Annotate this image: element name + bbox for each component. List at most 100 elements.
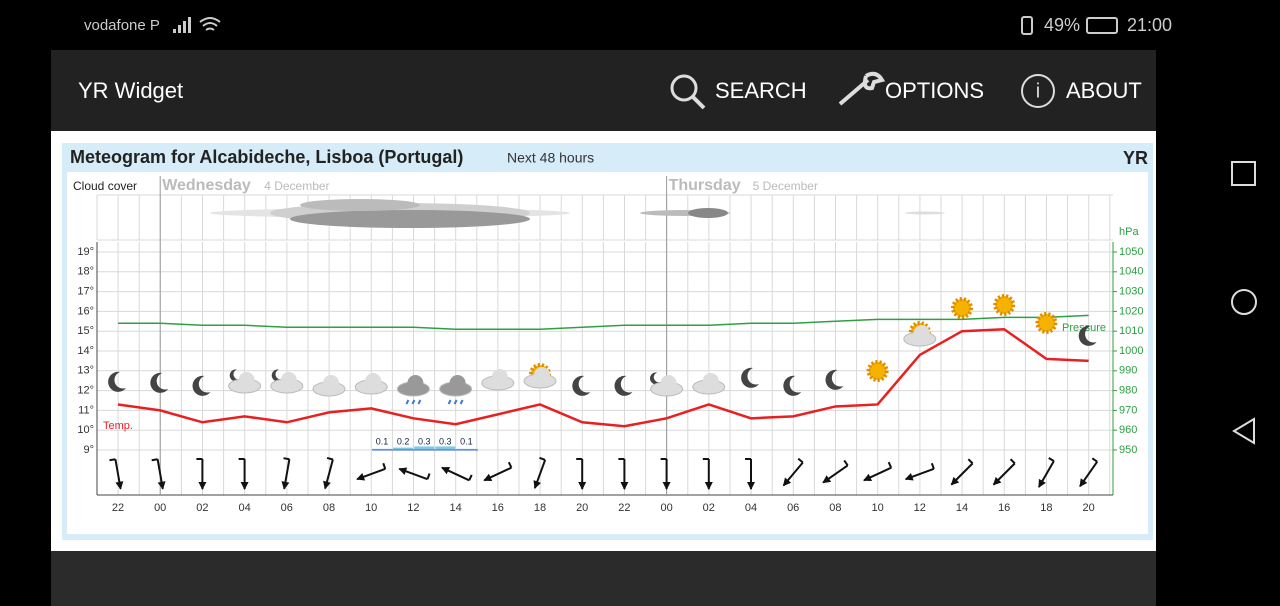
about-button[interactable]: i ABOUT — [1021, 74, 1142, 108]
temp-tick-label: 9° — [83, 444, 94, 456]
pressure-tick-label: 990 — [1119, 365, 1137, 377]
wind-arrow — [281, 457, 291, 490]
recents-button[interactable] — [1231, 161, 1256, 186]
day-name: Thursday — [669, 177, 741, 194]
weather-icon — [1035, 312, 1058, 334]
precipitation-bar — [372, 448, 392, 450]
temp-tick-label: 16° — [77, 305, 94, 317]
wind-barb — [426, 473, 431, 480]
day-date: 5 December — [753, 179, 818, 193]
moon — [192, 375, 211, 396]
pressure-tick-label: 960 — [1119, 424, 1137, 436]
cloud — [407, 375, 424, 391]
meteogram-chart: 9° 10° 11° 12° 13° 14° 15° 16° 17° 18° 19° 950 960 97… — [77, 176, 1143, 514]
precipitation-label: 0.2 — [397, 436, 410, 446]
wind-arrow — [441, 466, 473, 482]
weather-icon — [650, 372, 684, 397]
temp-tick-label: 10° — [77, 424, 94, 436]
wind-head — [281, 481, 290, 490]
wind-barb — [382, 462, 387, 470]
back-button[interactable] — [1232, 417, 1255, 445]
hour-label: 00 — [660, 502, 672, 514]
pressure-tick-label: 1050 — [1119, 246, 1143, 258]
cloud — [491, 369, 508, 385]
wind-head — [483, 473, 493, 482]
pressure-tick-label: 970 — [1119, 404, 1137, 416]
precipitation-bar — [456, 448, 477, 450]
options-button[interactable]: OPTIONS — [838, 71, 984, 106]
wind-barb — [109, 458, 116, 462]
weather-icon — [354, 373, 388, 395]
sun — [1035, 312, 1058, 334]
wind-arrow — [863, 461, 893, 482]
options-label[interactable]: OPTIONS — [885, 78, 984, 103]
sun — [866, 360, 889, 382]
cloud — [660, 375, 677, 391]
wind-barb — [326, 456, 334, 461]
moon — [650, 372, 661, 385]
wind-barb — [1091, 457, 1098, 463]
moon — [271, 369, 283, 382]
wind-arrow — [196, 458, 207, 490]
wind-arrow — [323, 456, 334, 490]
weather-icon — [783, 375, 802, 396]
hour-label: 06 — [787, 502, 799, 514]
hour-label: 14 — [449, 502, 461, 514]
moon — [741, 367, 759, 388]
moon — [572, 375, 591, 396]
info-icon: i — [1036, 80, 1040, 102]
wind-arrow — [356, 462, 387, 481]
wind-head — [904, 472, 914, 481]
temp-tick-label: 13° — [77, 365, 94, 377]
precipitation-bar — [393, 447, 414, 450]
pressure-tick-label: 1040 — [1119, 266, 1143, 278]
about-label[interactable]: ABOUT — [1066, 78, 1142, 103]
wind-arrow — [618, 458, 629, 490]
wind-head — [198, 482, 207, 490]
weather-icon — [866, 360, 889, 382]
cloud — [365, 373, 382, 389]
hour-label: 20 — [576, 502, 588, 514]
weather-icon — [903, 321, 937, 347]
wind-arrow — [782, 457, 804, 487]
moon — [614, 375, 633, 396]
wind-head — [115, 481, 124, 490]
weather-icon — [825, 369, 844, 390]
precipitation-label: 0.3 — [439, 436, 452, 446]
temp-tick-label: 14° — [77, 345, 94, 357]
cloud-cover — [210, 199, 945, 228]
weather-icon — [439, 375, 473, 405]
cloud — [238, 372, 255, 388]
wind-arrow — [533, 456, 547, 490]
hour-label: 08 — [829, 502, 841, 514]
wind-head — [950, 476, 960, 486]
wind-arrow — [109, 458, 124, 490]
temperature-line — [117, 327, 1089, 428]
pressure-tick-label: 1030 — [1119, 286, 1143, 298]
wind-head — [863, 473, 873, 482]
wind-barb — [1048, 457, 1055, 462]
search-button[interactable]: SEARCH — [670, 74, 807, 110]
temp-tick-label: 15° — [77, 325, 94, 337]
precipitation-label: 0.3 — [418, 436, 431, 446]
wind-barb — [468, 474, 473, 481]
precipitation-bar — [414, 446, 435, 450]
meteogram-title: Meteogram for Alcabideche, Lisboa (Portu… — [70, 147, 463, 167]
temp-tick-label: 11° — [78, 404, 94, 416]
hour-label: 10 — [365, 502, 377, 514]
moon — [825, 369, 844, 390]
search-label[interactable]: SEARCH — [715, 78, 807, 103]
wind-arrow — [576, 458, 587, 490]
wind-arrow — [660, 458, 671, 490]
wind-arrow — [904, 462, 935, 481]
weather-icon — [1078, 325, 1097, 346]
bottom-area — [51, 551, 1156, 606]
wind-head — [1038, 478, 1046, 488]
wind-barb — [797, 457, 804, 464]
home-button[interactable] — [1231, 289, 1257, 315]
wind-arrow — [950, 458, 974, 486]
hour-label: 16 — [998, 502, 1010, 514]
wind-head — [441, 466, 451, 475]
pressure-line — [118, 314, 1089, 330]
